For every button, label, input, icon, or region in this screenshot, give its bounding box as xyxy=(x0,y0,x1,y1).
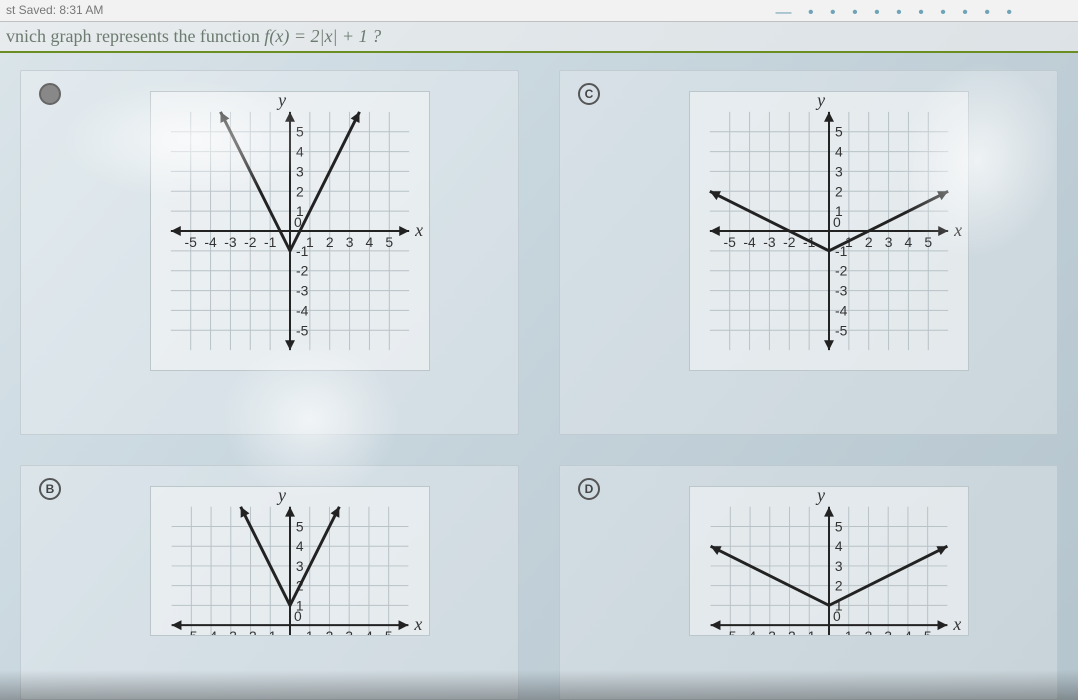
svg-text:1: 1 xyxy=(844,628,852,636)
svg-text:y: y xyxy=(815,91,825,110)
graph-container: xy-5-4-3-2-112345-5-4-3-2-1123450 xyxy=(81,91,498,371)
svg-text:-3: -3 xyxy=(763,628,776,636)
svg-text:5: 5 xyxy=(385,234,393,250)
svg-text:4: 4 xyxy=(904,628,912,636)
svg-text:-5: -5 xyxy=(723,234,736,250)
svg-text:-2: -2 xyxy=(834,263,847,279)
autosave-text: st Saved: 8:31 AM xyxy=(6,3,103,17)
svg-text:-1: -1 xyxy=(803,628,815,636)
svg-text:-5: -5 xyxy=(295,322,308,338)
answer-choice-C[interactable]: C xy-5-4-3-2-112345-5-4-3-2-1123450 xyxy=(559,70,1058,435)
svg-text:4: 4 xyxy=(365,628,373,636)
svg-text:2: 2 xyxy=(864,234,872,250)
svg-text:x: x xyxy=(953,220,962,240)
svg-text:-3: -3 xyxy=(834,283,847,299)
choice-radio-A[interactable]: A xyxy=(39,83,61,105)
svg-text:0: 0 xyxy=(832,214,840,230)
svg-text:4: 4 xyxy=(834,538,842,554)
answer-choice-D[interactable]: D xy-5-4-3-2-112345-5-4-3-2-1123450 xyxy=(559,465,1058,700)
svg-text:1: 1 xyxy=(305,628,313,636)
question-text: vnich graph represents the function f(x)… xyxy=(0,22,1078,53)
coordinate-plane: xy-5-4-3-2-112345-5-4-3-2-1123450 xyxy=(689,91,969,371)
svg-text:2: 2 xyxy=(834,578,842,594)
svg-text:2: 2 xyxy=(864,628,872,636)
svg-text:-2: -2 xyxy=(783,234,796,250)
answer-choice-A[interactable]: A xy-5-4-3-2-112345-5-4-3-2-1123450 xyxy=(20,70,519,435)
svg-text:-1: -1 xyxy=(264,628,276,636)
svg-text:-5: -5 xyxy=(834,322,847,338)
svg-text:-3: -3 xyxy=(224,628,237,636)
svg-text:0: 0 xyxy=(832,608,840,624)
graph-container: xy-5-4-3-2-112345-5-4-3-2-1123450 xyxy=(620,91,1037,371)
svg-text:4: 4 xyxy=(834,144,842,160)
svg-text:x: x xyxy=(952,614,961,634)
svg-text:5: 5 xyxy=(924,234,932,250)
svg-text:5: 5 xyxy=(295,124,303,140)
svg-text:3: 3 xyxy=(345,234,353,250)
choice-radio-C[interactable]: C xyxy=(578,83,600,105)
svg-text:3: 3 xyxy=(834,558,842,574)
svg-text:-1: -1 xyxy=(295,243,308,259)
svg-text:x: x xyxy=(413,614,422,634)
svg-text:2: 2 xyxy=(295,183,303,199)
coordinate-plane: xy-5-4-3-2-112345-5-4-3-2-1123450 xyxy=(689,486,969,636)
svg-text:x: x xyxy=(414,220,423,240)
svg-text:-4: -4 xyxy=(204,628,217,636)
svg-text:-5: -5 xyxy=(724,628,737,636)
svg-text:-2: -2 xyxy=(783,628,795,636)
graph-container: xy-5-4-3-2-112345-5-4-3-2-1123450 xyxy=(81,486,498,636)
svg-text:2: 2 xyxy=(834,183,842,199)
svg-text:-4: -4 xyxy=(204,234,217,250)
svg-text:-1: -1 xyxy=(263,234,276,250)
svg-text:5: 5 xyxy=(923,628,931,636)
svg-text:5: 5 xyxy=(834,518,842,534)
coordinate-plane: xy-5-4-3-2-112345-5-4-3-2-1123450 xyxy=(150,91,430,371)
svg-text:2: 2 xyxy=(325,234,333,250)
svg-text:4: 4 xyxy=(365,234,373,250)
svg-text:y: y xyxy=(276,486,286,505)
svg-text:-3: -3 xyxy=(295,283,308,299)
svg-text:-5: -5 xyxy=(185,628,198,636)
top-dot-decor: — • • • • • • • • • • xyxy=(776,4,1018,22)
bottom-shadow xyxy=(0,670,1078,700)
svg-text:-3: -3 xyxy=(224,234,237,250)
svg-text:4: 4 xyxy=(904,234,912,250)
svg-text:-4: -4 xyxy=(743,234,756,250)
svg-text:3: 3 xyxy=(295,163,303,179)
svg-text:5: 5 xyxy=(834,124,842,140)
question-formula: f(x) = 2|x| + 1 ? xyxy=(264,26,381,46)
coordinate-plane: xy-5-4-3-2-112345-5-4-3-2-1123450 xyxy=(150,486,430,636)
svg-text:-4: -4 xyxy=(295,302,308,318)
svg-text:-4: -4 xyxy=(743,628,756,636)
svg-text:3: 3 xyxy=(345,628,353,636)
svg-text:-2: -2 xyxy=(244,628,256,636)
svg-text:3: 3 xyxy=(884,628,892,636)
svg-text:-4: -4 xyxy=(834,302,847,318)
svg-text:3: 3 xyxy=(834,163,842,179)
answer-grid: A xy-5-4-3-2-112345-5-4-3-2-1123450 C xy… xyxy=(20,70,1058,700)
choice-radio-D[interactable]: D xyxy=(578,478,600,500)
svg-text:4: 4 xyxy=(295,538,303,554)
svg-text:5: 5 xyxy=(384,628,392,636)
svg-text:5: 5 xyxy=(295,518,303,534)
svg-text:3: 3 xyxy=(884,234,892,250)
svg-text:2: 2 xyxy=(325,628,333,636)
answer-choice-B[interactable]: B xy-5-4-3-2-112345-5-4-3-2-1123450 xyxy=(20,465,519,700)
svg-text:4: 4 xyxy=(295,144,303,160)
svg-text:-5: -5 xyxy=(184,234,197,250)
question-prefix: vnich graph represents the function xyxy=(6,26,264,46)
graph-container: xy-5-4-3-2-112345-5-4-3-2-1123450 xyxy=(620,486,1037,636)
svg-text:y: y xyxy=(815,486,825,505)
svg-text:-2: -2 xyxy=(244,234,257,250)
svg-text:3: 3 xyxy=(295,558,303,574)
svg-text:-3: -3 xyxy=(763,234,776,250)
svg-text:0: 0 xyxy=(293,608,301,624)
svg-text:y: y xyxy=(276,91,286,110)
choice-radio-B[interactable]: B xyxy=(39,478,61,500)
svg-text:-2: -2 xyxy=(295,263,308,279)
